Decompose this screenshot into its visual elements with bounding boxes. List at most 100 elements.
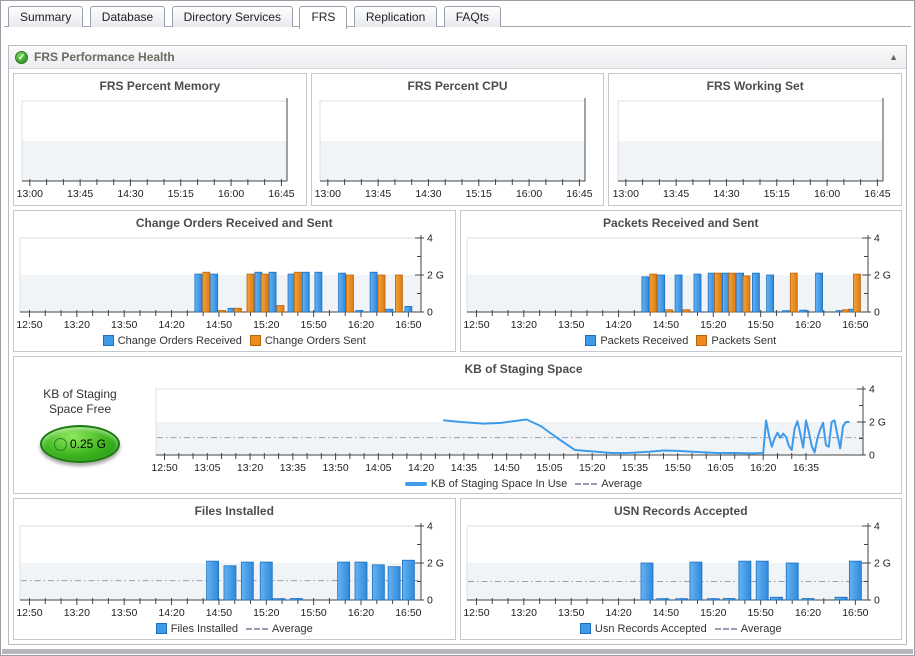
svg-text:13:20: 13:20: [64, 319, 90, 331]
svg-text:13:45: 13:45: [663, 188, 689, 200]
svg-text:14:50: 14:50: [206, 607, 232, 619]
svg-text:13:00: 13:00: [612, 188, 638, 200]
tab-faqts[interactable]: FAQts: [443, 6, 502, 27]
svg-text:4: 4: [427, 521, 433, 533]
svg-text:15:50: 15:50: [301, 607, 327, 619]
svg-text:14:30: 14:30: [415, 188, 441, 200]
chart-title: FRS Percent Memory: [99, 79, 221, 93]
legend-label: Packets Received: [600, 334, 689, 347]
svg-text:16:50: 16:50: [395, 607, 421, 619]
svg-text:16:35: 16:35: [793, 462, 819, 474]
svg-text:13:45: 13:45: [365, 188, 391, 200]
svg-text:16:45: 16:45: [864, 188, 890, 200]
svg-text:13:50: 13:50: [322, 462, 348, 474]
series-marker-icon: [404, 481, 427, 486]
svg-text:14:50: 14:50: [652, 607, 678, 619]
chart-panel-frs-percent-memory: FRS Percent Memory 13:00 13:45 14:30 15:15 1…: [13, 73, 307, 206]
collapse-section-button[interactable]: ▲: [889, 52, 898, 62]
svg-text:13:00: 13:00: [315, 188, 341, 200]
tab-directory-services[interactable]: Directory Services: [171, 6, 293, 27]
svg-text:4: 4: [869, 384, 875, 396]
series-marker-icon: [696, 335, 708, 346]
legend-item: Average: [245, 623, 313, 635]
chart-canvas-frs-percent-cpu: 13:00 13:45 14:30 15:15 16:00 16:45: [315, 98, 593, 200]
legend-label: KB of Staging Space In Use: [430, 477, 568, 490]
svg-text:16:20: 16:20: [750, 462, 776, 474]
svg-text:15:20: 15:20: [700, 607, 726, 619]
chart-panel-usn-records: USN Records Accepted 12:50 13:20 13:50 14:2…: [459, 498, 902, 640]
series-marker-icon: [249, 335, 261, 346]
svg-text:15:20: 15:20: [700, 319, 726, 331]
gauge-oval: 0.25 G: [40, 425, 120, 463]
svg-text:13:50: 13:50: [558, 607, 584, 619]
legend-label: Usn Records Accepted: [594, 622, 707, 635]
svg-text:4: 4: [874, 233, 880, 245]
svg-text:14:50: 14:50: [206, 319, 232, 331]
legend-label: Change Orders Received: [117, 334, 242, 347]
health-status-check-icon: ✓: [15, 50, 28, 64]
chart-panel-change-orders: Change Orders Received and Sent 12:50 13:…: [13, 210, 456, 352]
svg-text:16:05: 16:05: [707, 462, 733, 474]
chart-title: Packets Received and Sent: [603, 216, 759, 230]
svg-text:0: 0: [869, 450, 875, 462]
svg-text:13:20: 13:20: [237, 462, 263, 474]
svg-text:16:20: 16:20: [794, 319, 820, 331]
svg-text:14:20: 14:20: [158, 319, 184, 331]
chart-legend-usn-records: Usn Records Accepted Average: [461, 620, 902, 637]
svg-text:16:50: 16:50: [395, 319, 421, 331]
tab-frs[interactable]: FRS: [299, 6, 348, 29]
gauge-value: 0.25 G: [69, 437, 107, 451]
svg-text:15:15: 15:15: [763, 188, 789, 200]
series-marker-icon: [585, 335, 597, 346]
svg-text:16:45: 16:45: [269, 188, 295, 200]
legend-item: Usn Records Accepted: [579, 622, 707, 635]
svg-text:14:20: 14:20: [605, 319, 631, 331]
chart-title: Change Orders Received and Sent: [135, 216, 333, 230]
svg-text:14:20: 14:20: [408, 462, 434, 474]
frs-performance-health-section: ✓ FRS Performance Health ▲ FRS Percent M…: [8, 45, 907, 645]
svg-text:12:50: 12:50: [151, 462, 177, 474]
svg-text:15:15: 15:15: [168, 188, 194, 200]
legend-label: Average: [601, 477, 643, 490]
chart-row-1: FRS Percent Memory 13:00 13:45 14:30 15:15 1…: [13, 73, 903, 206]
svg-text:12:50: 12:50: [16, 319, 42, 331]
svg-text:13:50: 13:50: [111, 607, 137, 619]
svg-text:2 G: 2 G: [869, 417, 886, 429]
chart-title: Files Installed: [194, 504, 274, 518]
chart-legend-files-installed: Files Installed Average: [14, 620, 455, 637]
gauge-led-icon: [53, 437, 67, 451]
tab-replication[interactable]: Replication: [353, 6, 438, 27]
tab-summary[interactable]: Summary: [8, 6, 84, 27]
svg-text:15:50: 15:50: [747, 607, 773, 619]
svg-text:15:35: 15:35: [622, 462, 648, 474]
svg-text:2 G: 2 G: [427, 558, 444, 570]
chart-title: FRS Percent CPU: [407, 79, 508, 93]
svg-text:15:20: 15:20: [253, 319, 279, 331]
tab-database[interactable]: Database: [89, 6, 166, 27]
svg-text:14:05: 14:05: [365, 462, 391, 474]
svg-text:16:00: 16:00: [218, 188, 244, 200]
chart-panel-frs-percent-cpu: FRS Percent CPU 13:00 13:45 14:30 15:15 16:0…: [310, 73, 605, 206]
svg-text:14:50: 14:50: [652, 319, 678, 331]
svg-text:13:00: 13:00: [17, 188, 43, 200]
svg-text:13:05: 13:05: [194, 462, 220, 474]
svg-text:2 G: 2 G: [874, 270, 891, 282]
legend-item: Packets Sent: [696, 335, 776, 347]
chart-legend-packets: Packets Received Packets Sent: [461, 332, 902, 349]
chart-canvas-frs-working-set: 13:00 13:45 14:30 15:15 16:00 16:45: [612, 98, 890, 200]
svg-text:14:30: 14:30: [713, 188, 739, 200]
svg-text:15:15: 15:15: [466, 188, 492, 200]
legend-label: Average: [740, 622, 782, 635]
svg-text:13:50: 13:50: [558, 319, 584, 331]
chart-canvas-staging-space: 12:50 13:05 13:20 13:35 13:50 14:05 14:20 14:35…: [151, 384, 886, 475]
svg-text:13:20: 13:20: [64, 607, 90, 619]
series-marker-icon: [579, 623, 591, 634]
legend-label: Packets Sent: [711, 334, 777, 347]
svg-text:13:50: 13:50: [111, 319, 137, 331]
chart-legend-change-orders: Change Orders Received Change Orders Sent: [14, 332, 455, 349]
svg-text:12:50: 12:50: [463, 607, 489, 619]
legend-item: KB of Staging Space In Use: [404, 477, 568, 490]
svg-text:16:20: 16:20: [348, 319, 374, 331]
series-marker-icon: [102, 335, 114, 346]
